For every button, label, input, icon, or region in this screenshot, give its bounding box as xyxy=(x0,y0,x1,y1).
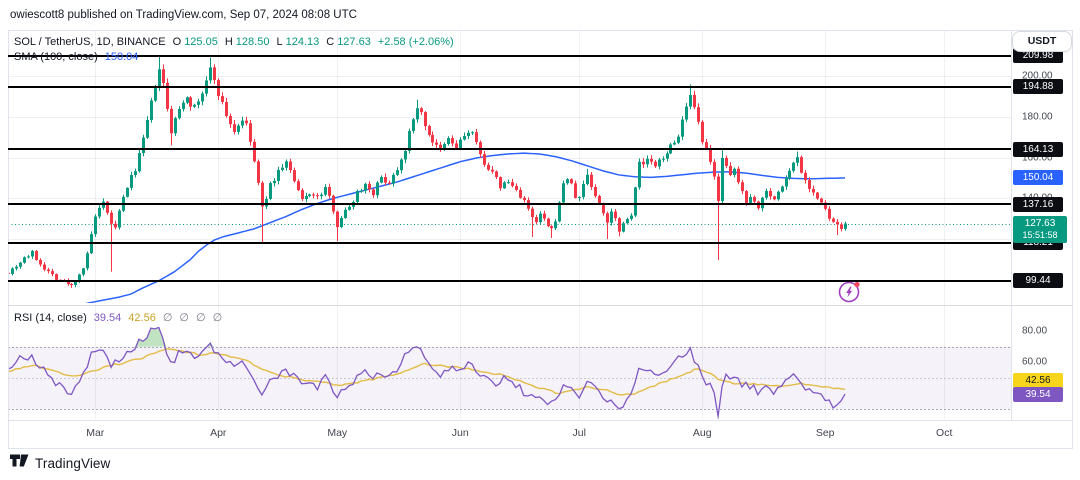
ohlc-low-label: L xyxy=(276,36,283,48)
sma-label[interactable]: SMA (100, close) xyxy=(14,51,98,63)
horizontal-ray-194.88[interactable] xyxy=(8,85,1011,88)
empty-value-icon: ∅ xyxy=(162,312,173,324)
sma-value: 150.04 xyxy=(104,51,139,63)
time-axis-border xyxy=(8,420,1072,421)
rsi-ma-value: 42.56 xyxy=(128,311,156,324)
ohlc-high-label: H xyxy=(224,36,233,48)
ohlc-low-value: 124.13 xyxy=(285,36,320,48)
month-label-Aug: Aug xyxy=(692,427,712,439)
sma-legend[interactable]: SMA (100, close) 150.04 xyxy=(14,51,138,63)
ohlc-high-value: 128.50 xyxy=(235,36,270,48)
empty-value-icon: ∅ xyxy=(179,312,189,324)
horizontal-ray-99.44[interactable] xyxy=(8,279,1011,282)
month-label-Jul: Jul xyxy=(572,427,586,439)
tradingview-logo-icon xyxy=(10,453,29,473)
symbol-title[interactable]: SOL / TetherUS, 1D, BINANCE xyxy=(14,36,166,48)
lightning-idea-icon[interactable] xyxy=(836,278,864,306)
sma-value-badge: 150.04 xyxy=(1013,170,1063,186)
rsi-legend[interactable]: RSI (14, close) 39.54 42.56 ∅ ∅ ∅ ∅ xyxy=(14,311,223,325)
bar-countdown: 15:51:58 xyxy=(1022,229,1058,240)
ohlc-close-value: 127.63 xyxy=(337,36,371,48)
price-level-badge-137.16: 137.16 xyxy=(1013,196,1063,212)
currency-toggle-button[interactable]: USDT xyxy=(1012,31,1072,52)
horizontal-ray-209.98[interactable] xyxy=(8,54,1011,57)
price-level-badge-194.88: 194.88 xyxy=(1013,79,1063,95)
month-label-Mar: Mar xyxy=(86,427,105,439)
price-level-badge-164.13: 164.13 xyxy=(1013,141,1063,157)
horizontal-ray-137.16[interactable] xyxy=(8,203,1011,206)
price-axis-label-160.00: 160.00 xyxy=(1022,152,1053,164)
price-axis-label-180.00: 180.00 xyxy=(1022,111,1053,123)
rsi-value: 39.54 xyxy=(93,311,122,324)
empty-value-icon: ∅ xyxy=(212,312,223,324)
price-axis-border xyxy=(1011,31,1012,420)
footer-brand[interactable]: TradingView xyxy=(10,453,110,473)
ohlc-open-value: 125.05 xyxy=(184,36,218,48)
rsi-axis-label-60.00: 60.00 xyxy=(1022,356,1048,368)
last-price-value: 127.63 xyxy=(1024,217,1056,229)
rsi-ma-badge: 42.56 xyxy=(1013,372,1063,388)
month-label-Sep: Sep xyxy=(815,427,835,439)
rsi-value-badge: 39.54 xyxy=(1013,386,1063,402)
month-label-Oct: Oct xyxy=(936,427,953,439)
price-axis-label-200.00: 200.00 xyxy=(1022,70,1053,82)
pane-divider[interactable] xyxy=(8,305,1072,306)
month-label-May: May xyxy=(327,427,348,439)
brand-text: TradingView xyxy=(35,455,111,471)
ohlc-close-label: C xyxy=(326,36,335,48)
ohlc-open-label: O xyxy=(172,36,182,48)
last-price-badge: 127.63 15:51:58 xyxy=(1013,215,1067,243)
empty-value-icon: ∅ xyxy=(196,312,206,324)
rsi-axis-label-80.00: 80.00 xyxy=(1022,325,1048,337)
publish-attribution: owiescott8 published on TradingView.com,… xyxy=(10,9,357,21)
horizontal-ray-164.13[interactable] xyxy=(8,148,1011,151)
change-value: +2.58 (+2.06%) xyxy=(377,36,454,48)
price-level-badge-99.44: 99.44 xyxy=(1013,273,1063,289)
rsi-label[interactable]: RSI (14, close) xyxy=(14,311,87,324)
month-label-Jun: Jun xyxy=(451,427,469,439)
price-level-badge-209.98: 209.98 xyxy=(1013,48,1063,64)
symbol-legend[interactable]: SOL / TetherUS, 1D, BINANCE O 125.05 H 128… xyxy=(14,36,454,48)
month-label-Apr: Apr xyxy=(210,427,227,439)
horizontal-ray-118.21[interactable] xyxy=(8,241,1011,244)
